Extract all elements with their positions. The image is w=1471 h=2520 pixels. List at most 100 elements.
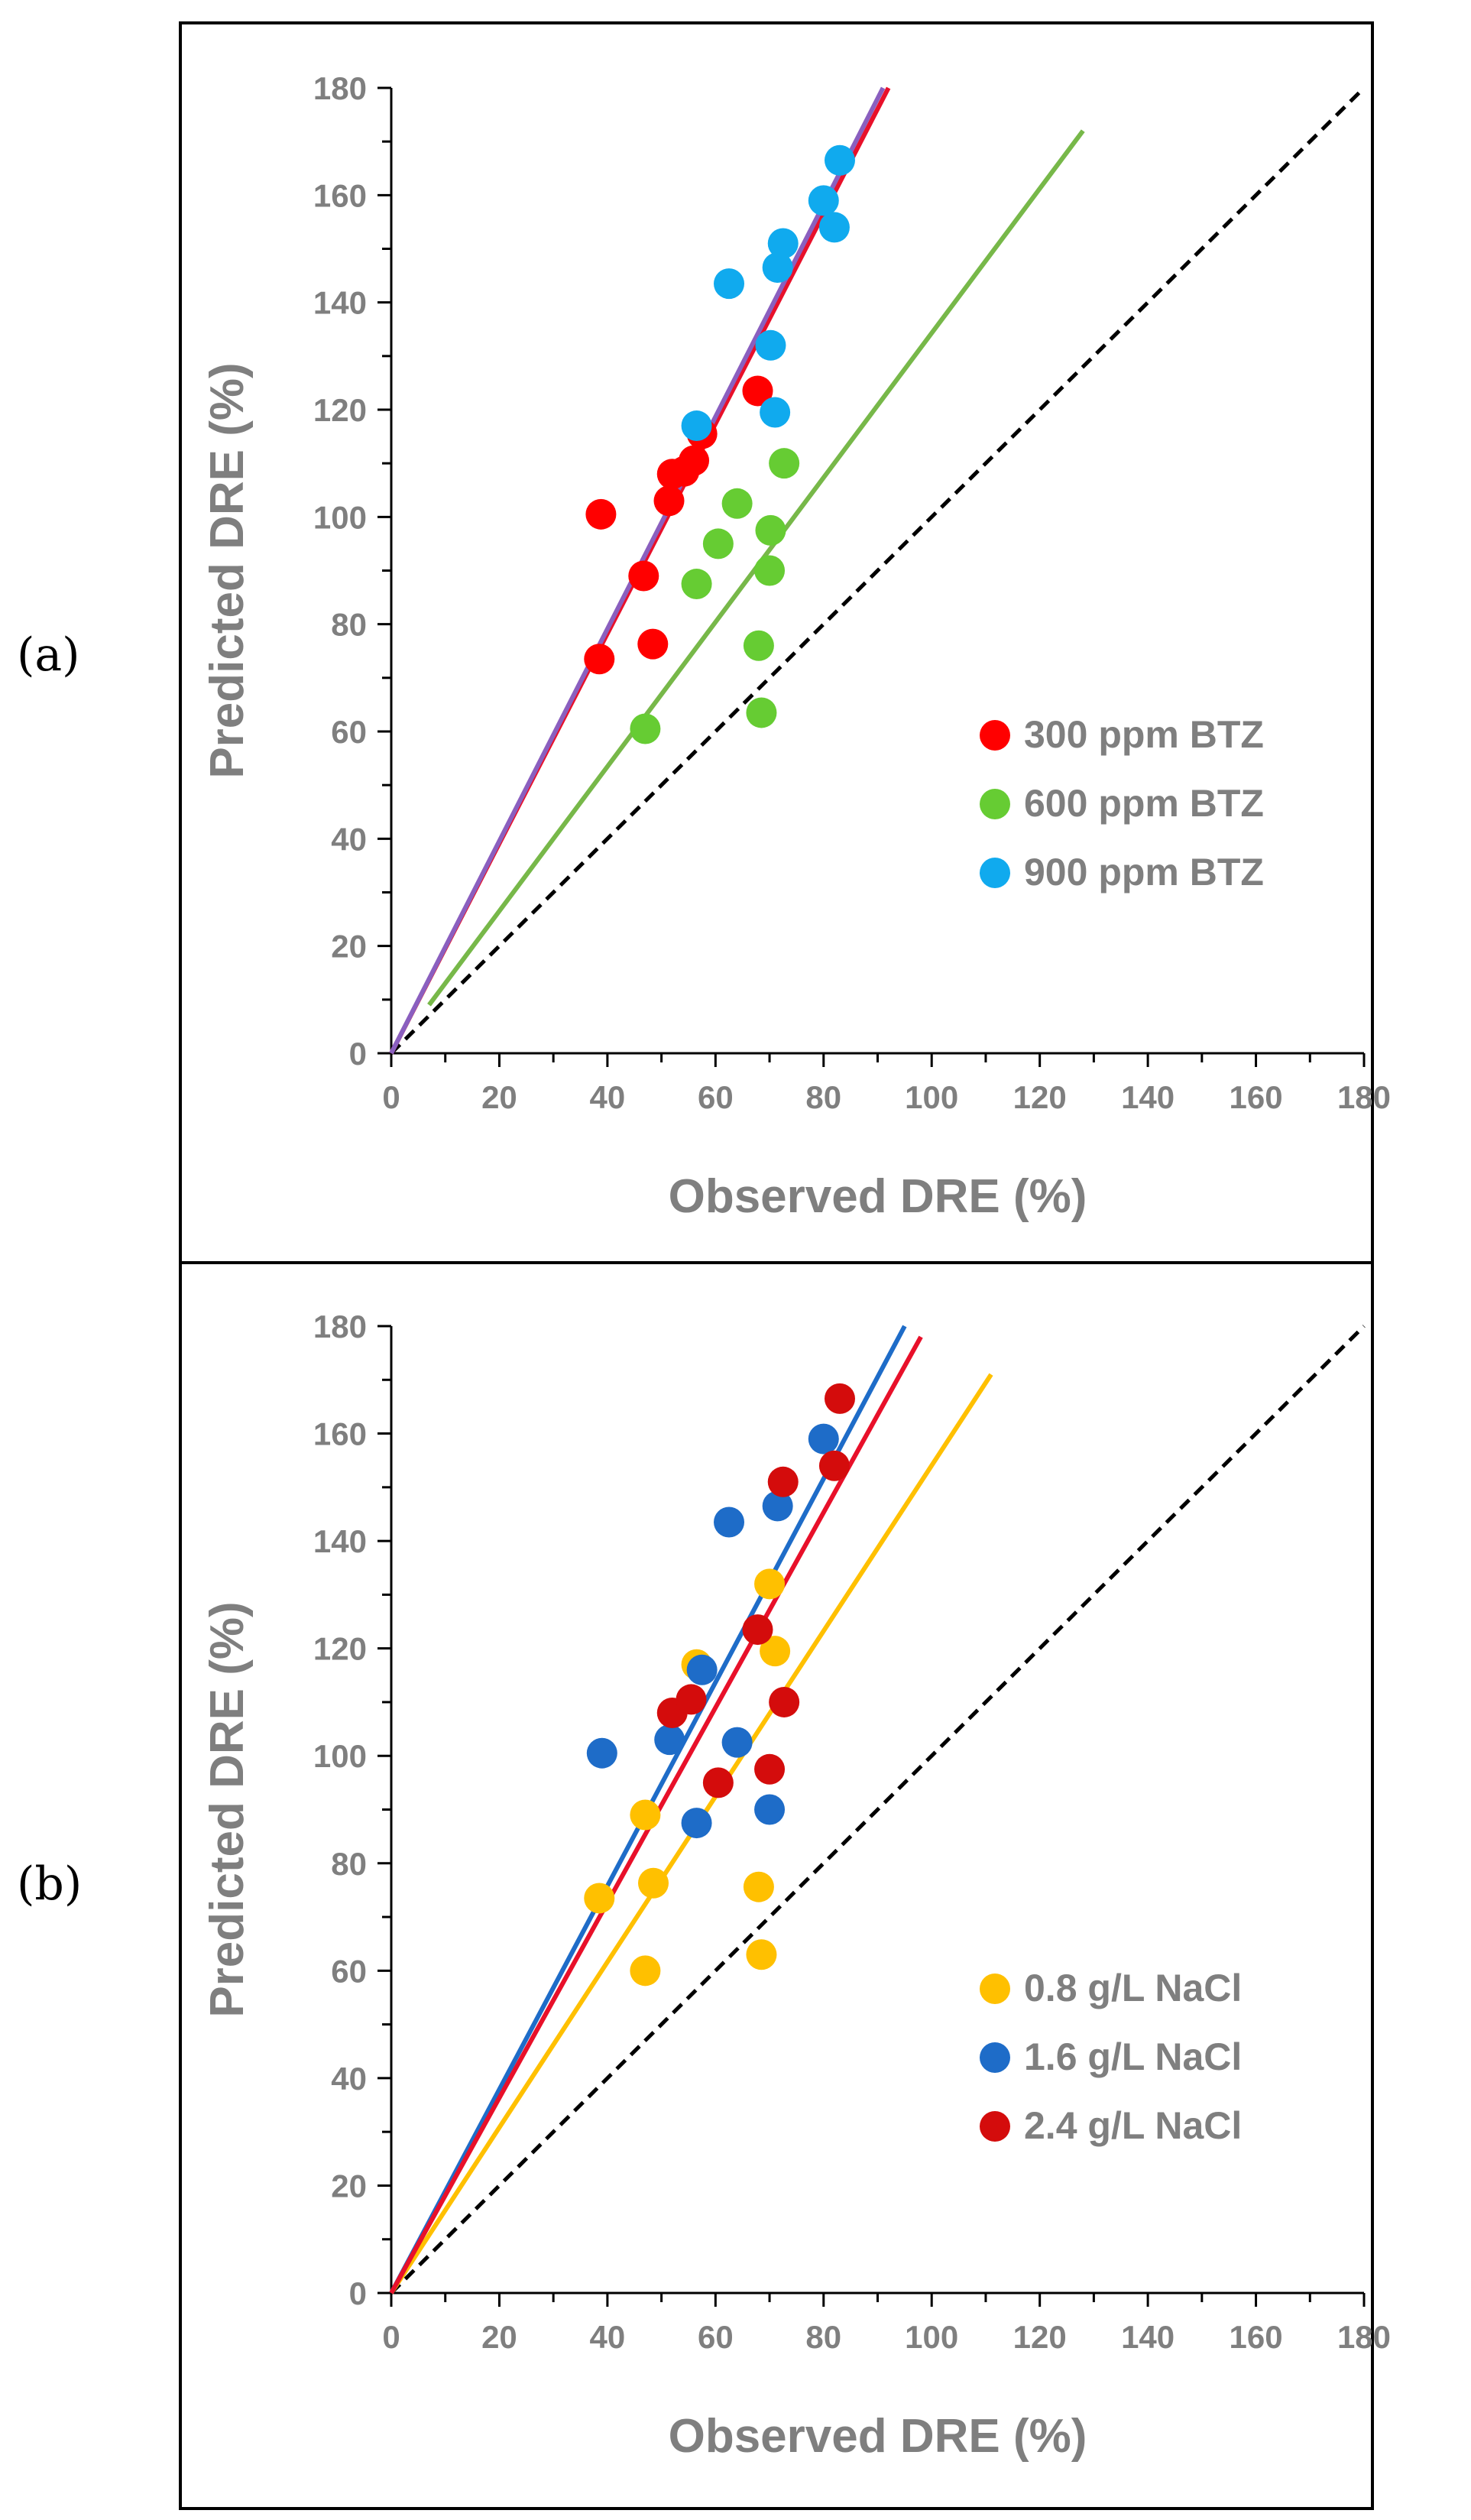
y-tick-label: 140 bbox=[313, 285, 367, 321]
legend-label: 300 ppm BTZ bbox=[1024, 713, 1264, 756]
x-tick-label: 120 bbox=[1013, 2319, 1067, 2355]
data-point bbox=[686, 1654, 718, 1685]
chart-1-group: 0 20 40 60 80 100 120 140 160 180 0 20 40 60 80 100 120 1… bbox=[201, 1309, 1391, 2463]
data-point bbox=[630, 1799, 661, 1831]
data-point bbox=[769, 448, 800, 479]
y-tick-label: 60 bbox=[331, 714, 367, 750]
data-point bbox=[754, 555, 786, 586]
data-point bbox=[714, 268, 745, 300]
x-tick-label: 100 bbox=[905, 2319, 958, 2355]
y-tick-label: 180 bbox=[313, 1309, 367, 1344]
data-point bbox=[760, 1636, 791, 1667]
y-tick-label: 120 bbox=[313, 392, 367, 428]
x-tick-label: 80 bbox=[805, 1079, 841, 1115]
y-tick-label: 120 bbox=[313, 1631, 367, 1667]
legend-marker bbox=[980, 720, 1010, 751]
data-point bbox=[681, 569, 712, 600]
x-tick-label: 60 bbox=[698, 2319, 734, 2355]
x-tick-label: 160 bbox=[1230, 2319, 1283, 2355]
data-point bbox=[743, 630, 774, 661]
legend-label: 0.8 g/L NaCl bbox=[1024, 1967, 1242, 2009]
legend-marker bbox=[980, 1974, 1010, 2004]
data-point bbox=[654, 1724, 685, 1756]
x-tick-label: 180 bbox=[1337, 1079, 1391, 1115]
data-point bbox=[742, 1614, 773, 1646]
reference-line bbox=[390, 1325, 1366, 2295]
data-point bbox=[754, 1794, 786, 1825]
data-point bbox=[702, 1767, 734, 1798]
data-point bbox=[762, 1490, 793, 1522]
panel-a-label: (a) bbox=[17, 628, 80, 682]
y-tick-label: 40 bbox=[331, 821, 367, 857]
data-point bbox=[676, 1684, 707, 1715]
data-point bbox=[584, 644, 615, 675]
x-tick-label: 40 bbox=[590, 2319, 626, 2355]
data-point bbox=[637, 628, 669, 660]
y-tick-label: 0 bbox=[349, 1036, 367, 1072]
data-point bbox=[769, 1686, 800, 1717]
legend-label: 600 ppm BTZ bbox=[1024, 782, 1264, 825]
data-point bbox=[586, 1737, 617, 1769]
y-axis-title: Predicted DRE (%) bbox=[201, 1601, 254, 2017]
y-axis-title: Predicted DRE (%) bbox=[201, 362, 254, 778]
data-point bbox=[755, 514, 786, 546]
data-point bbox=[653, 485, 685, 517]
x-tick-label: 60 bbox=[698, 1079, 734, 1115]
legend-marker bbox=[980, 858, 1010, 888]
data-point bbox=[702, 528, 734, 559]
data-point bbox=[721, 1727, 753, 1758]
x-tick-label: 180 bbox=[1337, 2319, 1391, 2355]
data-point bbox=[818, 1450, 850, 1481]
x-tick-label: 100 bbox=[905, 1079, 958, 1115]
data-point bbox=[638, 1867, 669, 1899]
data-point bbox=[742, 375, 773, 407]
x-tick-label: 0 bbox=[382, 1079, 400, 1115]
data-point bbox=[630, 713, 661, 744]
y-tick-label: 0 bbox=[349, 2275, 367, 2311]
data-point bbox=[584, 1883, 615, 1914]
data-point bbox=[762, 252, 793, 284]
data-point bbox=[808, 185, 839, 216]
y-tick-label: 180 bbox=[313, 70, 367, 106]
x-tick-label: 40 bbox=[590, 1079, 626, 1115]
x-tick-label: 80 bbox=[805, 2319, 841, 2355]
x-axis-title: Observed DRE (%) bbox=[669, 1170, 1087, 1223]
data-point bbox=[721, 488, 753, 519]
y-tick-label: 100 bbox=[313, 499, 367, 535]
data-point bbox=[746, 697, 777, 728]
x-tick-label: 140 bbox=[1121, 2319, 1175, 2355]
legend-label: 900 ppm BTZ bbox=[1024, 851, 1264, 894]
y-tick-label: 100 bbox=[313, 1738, 367, 1774]
x-tick-label: 20 bbox=[481, 1079, 517, 1115]
data-point bbox=[681, 410, 712, 442]
data-point bbox=[755, 329, 786, 361]
data-point bbox=[818, 212, 850, 243]
data-point bbox=[754, 1568, 786, 1600]
data-point bbox=[628, 560, 659, 592]
legend-label: 1.6 g/L NaCl bbox=[1024, 2035, 1242, 2078]
panel-a-frame bbox=[179, 21, 1374, 1264]
data-point bbox=[824, 144, 855, 176]
y-tick-label: 140 bbox=[313, 1523, 367, 1559]
legend-marker bbox=[980, 2042, 1010, 2073]
data-point bbox=[767, 1466, 799, 1497]
data-point bbox=[808, 1423, 839, 1455]
chart-0-group: 0 20 40 60 80 100 120 140 160 180 0 20 40 60 80 100 120 1… bbox=[201, 70, 1391, 1223]
x-tick-label: 20 bbox=[481, 2319, 517, 2355]
x-tick-label: 120 bbox=[1013, 1079, 1067, 1115]
y-tick-label: 80 bbox=[331, 607, 367, 643]
data-point bbox=[743, 1871, 774, 1902]
data-point bbox=[760, 397, 791, 428]
legend-label: 2.4 g/L NaCl bbox=[1024, 2104, 1242, 2147]
data-point bbox=[681, 1808, 712, 1839]
y-tick-label: 80 bbox=[331, 1846, 367, 1882]
data-point bbox=[679, 445, 710, 476]
y-tick-label: 160 bbox=[313, 1416, 367, 1452]
y-tick-label: 20 bbox=[331, 2168, 367, 2204]
legend-marker bbox=[980, 2111, 1010, 2142]
x-tick-label: 140 bbox=[1121, 1079, 1175, 1115]
x-axis-title: Observed DRE (%) bbox=[669, 2410, 1087, 2463]
x-tick-label: 160 bbox=[1230, 1079, 1283, 1115]
y-tick-label: 40 bbox=[331, 2061, 367, 2097]
